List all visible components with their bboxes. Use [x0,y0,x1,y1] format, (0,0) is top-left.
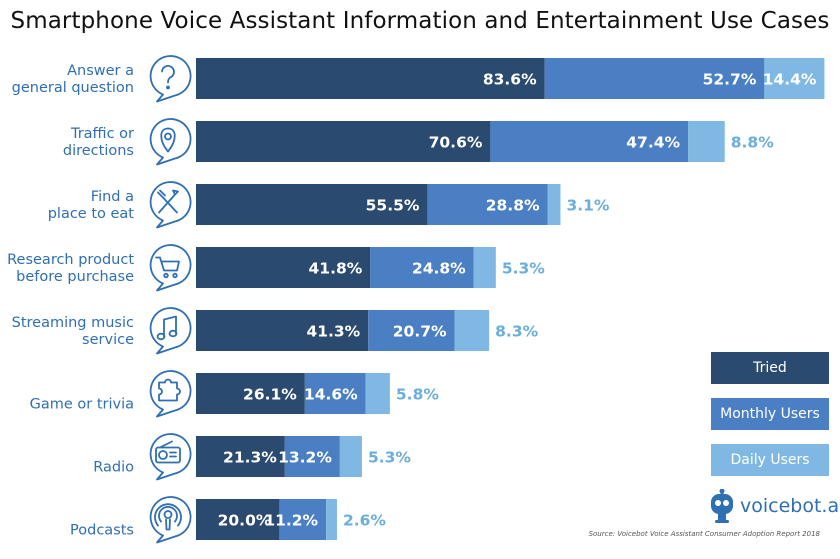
label-tried: 41.8% [309,260,363,278]
robot-mascot-icon [711,489,733,523]
label-daily: 5.3% [502,260,545,278]
source-note: Source: Voicebot Voice Assistant Consume… [588,530,820,538]
bar-tried [196,373,305,414]
bar-tried [196,58,545,99]
bar-monthly [304,373,366,414]
label-monthly: 28.8% [486,197,540,215]
legend-tried: Tried [711,352,829,384]
category-label: Game or trivia [30,397,134,413]
music-note-icon [149,307,192,355]
legend-monthly-users: Monthly Users [711,398,829,430]
fork-knife-icon [149,181,192,229]
category-label: Traffic or [70,126,134,142]
label-tried: 70.6% [429,134,483,152]
location-pin-icon [149,118,192,166]
bar-tried [196,121,491,162]
bar-tried [196,499,280,540]
bar-tried [196,310,369,351]
label-tried: 20.0% [218,512,272,530]
chart-title: Smartphone Voice Assistant Information a… [10,8,830,34]
category-label: before purchase [16,269,134,285]
label-monthly: 52.7% [703,71,757,89]
bar-monthly [368,310,455,351]
bar-daily [365,373,390,414]
label-daily: 8.3% [495,323,538,341]
label-daily: 8.8% [731,134,774,152]
category-label: place to eat [48,206,135,222]
category-label: Find a [91,189,134,205]
category-label: Answer a [67,63,134,79]
label-tried: 41.3% [306,323,360,341]
label-monthly: 24.8% [412,260,466,278]
label-daily: 5.3% [368,449,411,467]
bar-daily [547,184,561,225]
bar-daily [473,247,496,288]
category-label: directions [63,143,134,159]
label-tried: 26.1% [243,386,297,404]
bar-daily [454,310,490,351]
category-label: general question [12,80,134,96]
label-monthly: 13.2% [278,449,332,467]
label-tried: 83.6% [483,71,537,89]
bar-monthly [370,247,474,288]
category-label: Podcasts [70,523,134,539]
brand-name: voicebot.ai [740,495,840,517]
label-monthly: 47.4% [626,134,680,152]
bar-daily [326,499,337,540]
label-monthly: 20.7% [393,323,447,341]
radio-icon [149,433,192,481]
label-monthly: 11.2% [264,512,318,530]
bar-monthly [284,436,340,477]
bar-monthly [279,499,327,540]
bar-monthly [427,184,548,225]
bar-monthly [490,121,689,162]
bar-monthly [544,58,765,99]
category-label: service [82,332,134,348]
bar-tried [196,247,371,288]
label-daily: 3.1% [566,197,609,215]
bar-tried [196,436,285,477]
category-label: Research product [7,252,134,268]
label-monthly: 14.6% [304,386,358,404]
label-daily: 14.4% [763,71,817,89]
question-icon [149,55,192,103]
label-daily: 2.6% [343,512,386,530]
category-label: Radio [93,460,134,476]
label-daily: 5.8% [396,386,439,404]
bar-daily [688,121,725,162]
bar-daily [339,436,362,477]
podcast-icon [149,496,192,544]
bar-tried [196,184,428,225]
legend-daily-users: Daily Users [711,444,829,476]
puzzle-icon [149,370,192,418]
label-tried: 21.3% [223,449,277,467]
bar-daily [764,58,825,99]
label-tried: 55.5% [366,197,420,215]
shopping-cart-icon [149,244,192,292]
brand-logo: voicebot.ai [708,488,840,524]
category-label: Streaming music [12,315,134,331]
